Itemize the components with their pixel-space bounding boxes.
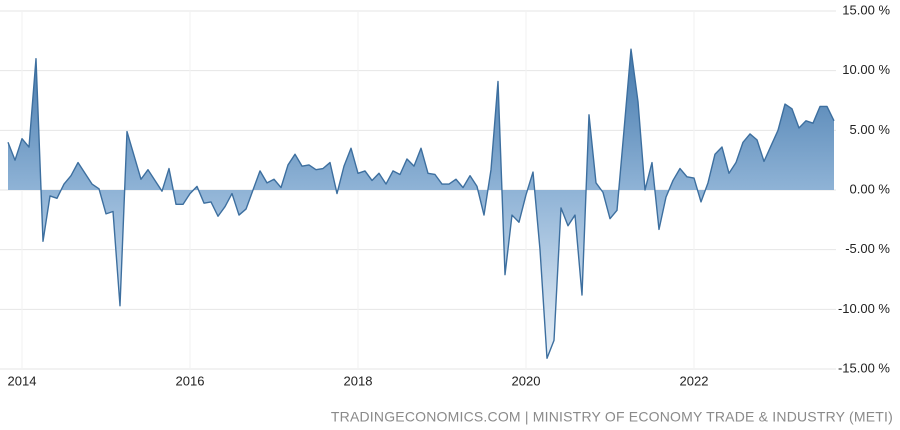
y-tick-label: -5.00 % [845, 241, 890, 256]
y-tick-label: 15.00 % [842, 2, 890, 17]
y-tick-label: -15.00 % [838, 360, 890, 375]
x-tick-label: 2018 [344, 373, 373, 388]
y-tick-label: 10.00 % [842, 62, 890, 77]
source: TRADINGECONOMICS.COM | MINISTRY OF ECONO… [331, 409, 893, 425]
y-tick-label: 5.00 % [850, 122, 891, 137]
y-tick-label: -10.00 % [838, 301, 890, 316]
line [7, 48, 835, 359]
area [8, 49, 834, 359]
plot [7, 48, 835, 359]
y-tick-label: 0.00 % [850, 181, 891, 196]
x-tick-label: 2022 [680, 373, 709, 388]
axes: 15.00 % 10.00 % 5.00 % 0.00 % -5.00 % -10.00 … [8, 2, 891, 388]
x-tick-label: 2020 [512, 373, 541, 388]
x-tick-label: 2014 [8, 373, 37, 388]
x-tick-label: 2016 [176, 373, 205, 388]
